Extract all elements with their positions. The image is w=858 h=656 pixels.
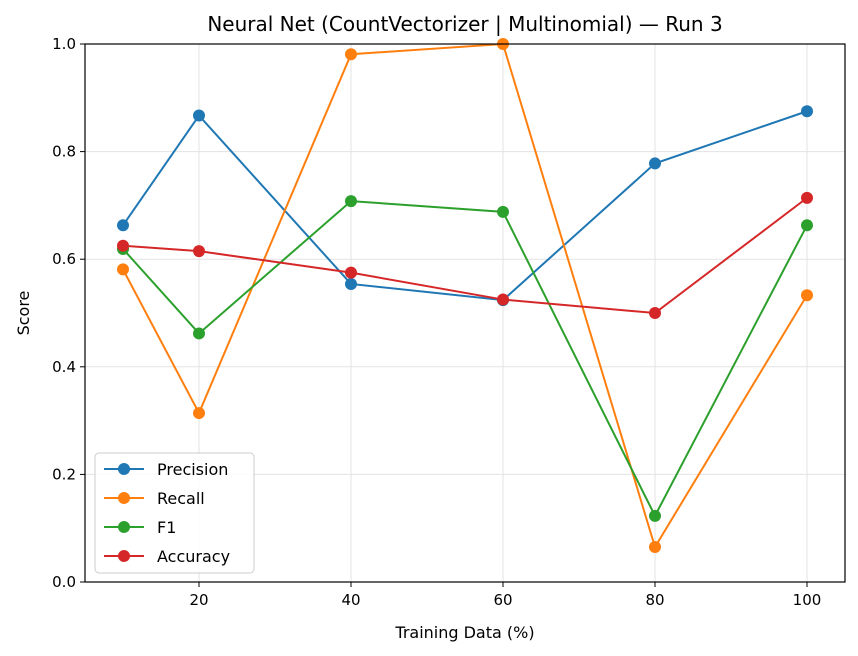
data-point-accuracy — [801, 191, 813, 204]
data-point-recall — [649, 541, 661, 554]
data-point-recall — [801, 289, 813, 302]
y-tick-label: 0.4 — [52, 358, 76, 376]
data-point-precision — [345, 277, 357, 290]
data-point-precision — [193, 109, 205, 122]
data-point-accuracy — [649, 307, 661, 319]
series-line-recall — [122, 42, 808, 550]
series-line-f1 — [122, 200, 808, 519]
data-point-accuracy — [193, 245, 205, 258]
y-tick-label: 0.2 — [52, 465, 76, 483]
chart-title: Neural Net (CountVectorizer | Multinomia… — [207, 12, 722, 36]
legend-label: F1 — [157, 518, 176, 537]
series-lines — [117, 38, 813, 554]
data-point-f1 — [345, 195, 357, 208]
legend-label: Precision — [157, 460, 228, 479]
legend-label: Recall — [157, 489, 205, 508]
legend-box — [94, 452, 255, 574]
legend-swatch-marker — [118, 521, 130, 533]
data-point-accuracy — [497, 293, 509, 306]
series-line-precision — [122, 110, 808, 302]
y-tick-label: 0.8 — [52, 143, 76, 161]
data-point-precision — [117, 219, 129, 232]
x-tick-label: 80 — [645, 591, 664, 609]
data-point-f1 — [497, 205, 509, 218]
legend-label: Accuracy — [157, 547, 230, 566]
y-tick-label: 1.0 — [52, 35, 76, 53]
data-point-f1 — [649, 509, 661, 522]
x-axis-label: Training Data (%) — [394, 623, 534, 642]
data-point-recall — [193, 407, 205, 420]
x-tick-label: 100 — [793, 591, 822, 609]
data-point-accuracy — [117, 239, 129, 252]
data-point-recall — [117, 263, 129, 276]
data-point-precision — [649, 157, 661, 170]
y-axis-label: Score — [14, 291, 33, 336]
legend-swatch-marker — [118, 463, 130, 475]
x-tick-label: 60 — [493, 591, 512, 609]
data-point-f1 — [193, 327, 205, 340]
y-tick-label: 0.0 — [52, 573, 76, 591]
data-point-accuracy — [345, 266, 357, 279]
x-tick-label: 20 — [189, 591, 208, 609]
x-tick-label: 40 — [341, 591, 360, 609]
legend: Precision Recall F1 Accuracy — [94, 452, 255, 574]
axis-ticks: 20 40 60 80 100 0.0 0.2 0.4 0.6 0.8 1.0 — [52, 35, 821, 609]
series-line-accuracy — [122, 197, 808, 315]
legend-swatch-marker — [118, 492, 130, 504]
data-point-recall — [345, 48, 357, 61]
legend-swatch-marker — [118, 550, 130, 562]
data-point-precision — [801, 105, 813, 118]
plot-frame — [84, 43, 846, 583]
y-tick-label: 0.6 — [52, 250, 76, 268]
data-point-f1 — [801, 219, 813, 232]
